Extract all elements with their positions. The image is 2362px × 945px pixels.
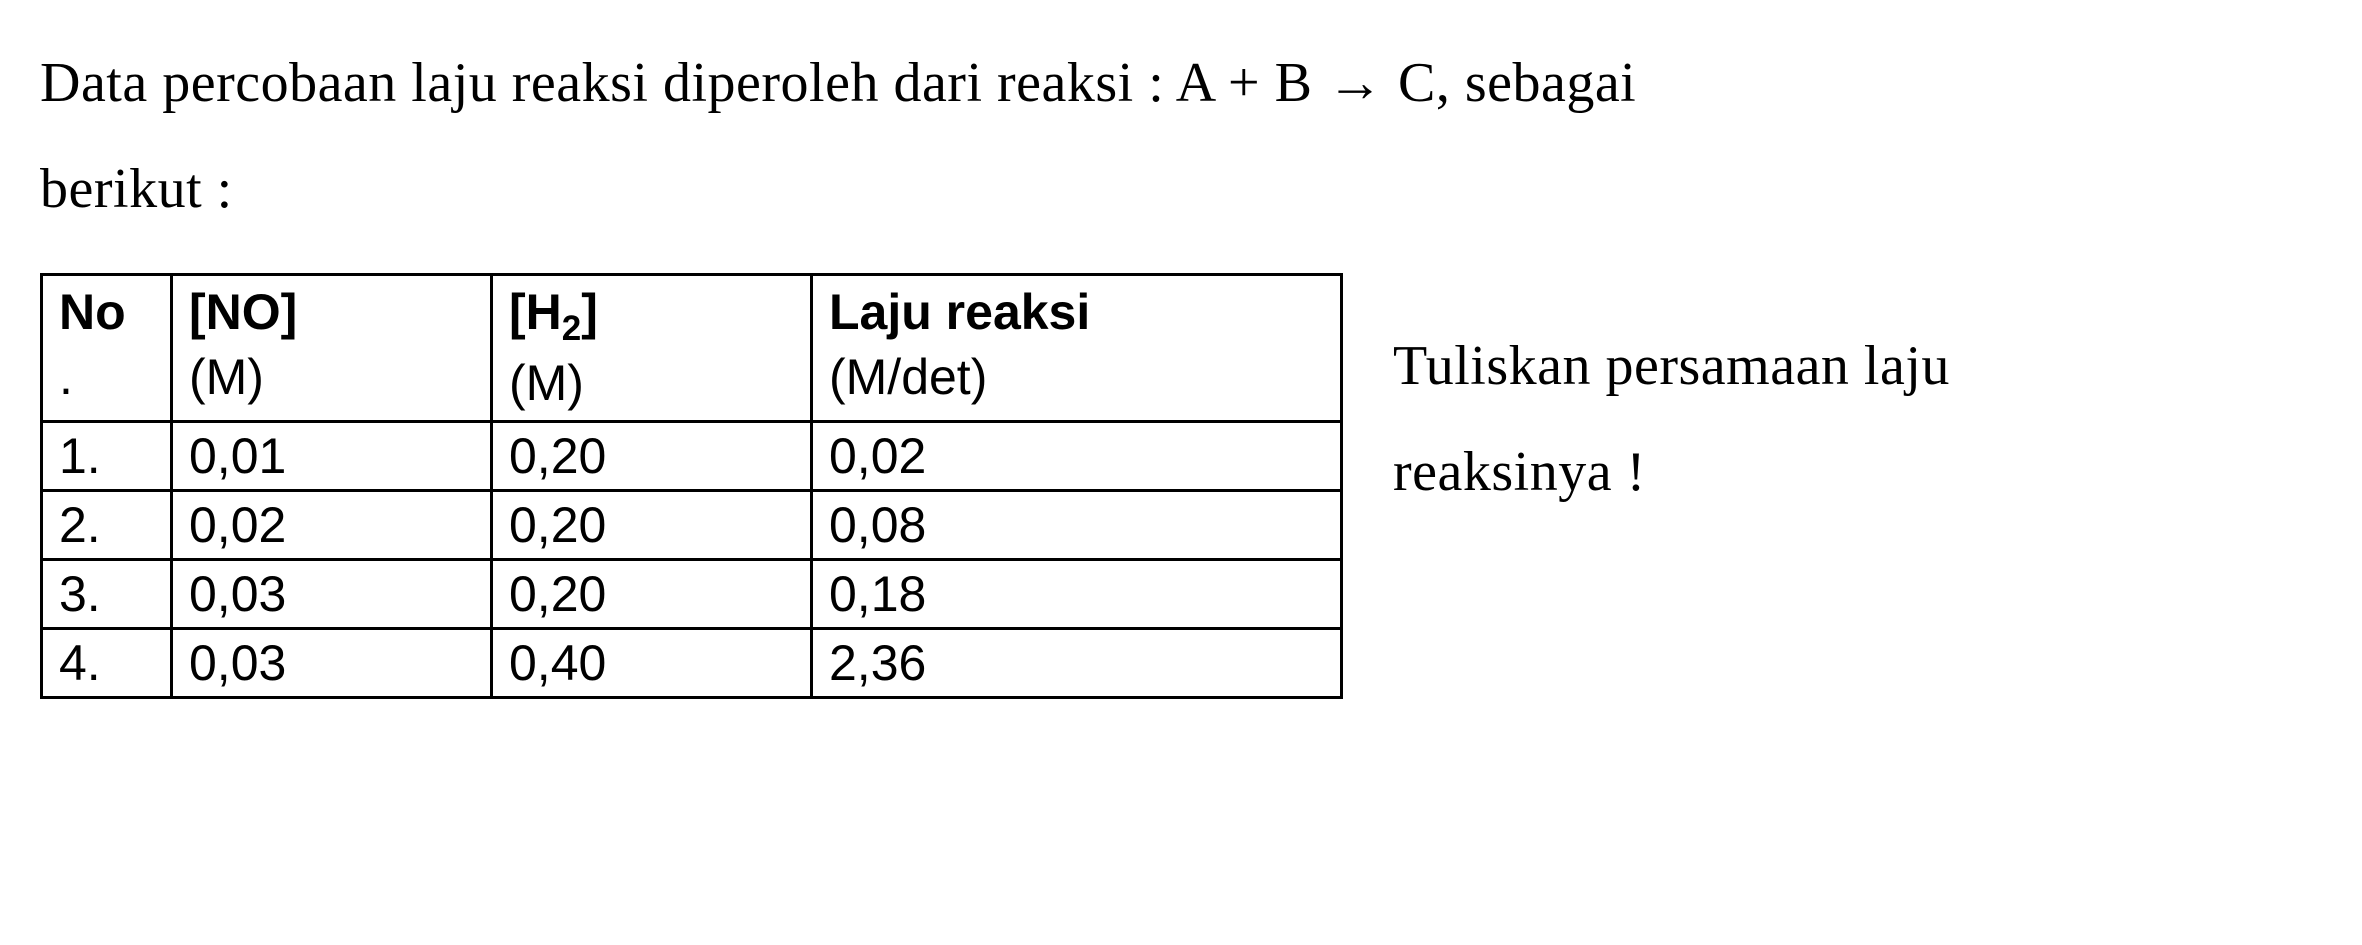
reaction-data-table: No . [NO] (M) [H2] (M) Laju reaksi (M/de… — [40, 273, 1343, 700]
table-header-row: No . [NO] (M) [H2] (M) Laju reaksi (M/de… — [42, 274, 1342, 422]
header-col1-unit: (M) — [189, 349, 264, 405]
cell-rate: 0,08 — [812, 491, 1342, 560]
cell-h2-conc: 0,20 — [492, 491, 812, 560]
cell-rate: 0,02 — [812, 422, 1342, 491]
intro-reaction: A + B → C, sebagai — [1176, 52, 1637, 114]
header-col3-unit: (M/det) — [829, 349, 987, 405]
header-h2-conc: [H2] (M) — [492, 274, 812, 422]
cell-no: 3. — [42, 560, 172, 629]
header-rate: Laju reaksi (M/det) — [812, 274, 1342, 422]
cell-no-conc: 0,01 — [172, 422, 492, 491]
header-col2-suffix: ] — [581, 284, 598, 340]
cell-no-conc: 0,03 — [172, 629, 492, 698]
side-line2: reaksinya ! — [1393, 441, 1646, 503]
cell-no: 1. — [42, 422, 172, 491]
cell-no: 2. — [42, 491, 172, 560]
header-no-line1: No — [59, 284, 126, 340]
header-no-line2: . — [59, 349, 73, 405]
cell-rate: 0,18 — [812, 560, 1342, 629]
side-line1: Tuliskan persamaan laju — [1393, 335, 1950, 397]
table-row: 1. 0,01 0,20 0,02 — [42, 422, 1342, 491]
content-row: No . [NO] (M) [H2] (M) Laju reaksi (M/de… — [40, 273, 2322, 700]
header-col2-prefix: [H — [509, 284, 562, 340]
cell-h2-conc: 0,20 — [492, 422, 812, 491]
side-instruction: Tuliskan persamaan laju reaksinya ! — [1393, 273, 1950, 526]
header-no: No . — [42, 274, 172, 422]
header-col2-unit: (M) — [509, 355, 584, 411]
intro-line2: berikut : — [40, 158, 233, 220]
header-col1-species: [NO] — [189, 284, 297, 340]
cell-h2-conc: 0,40 — [492, 629, 812, 698]
cell-no-conc: 0,02 — [172, 491, 492, 560]
header-no-conc: [NO] (M) — [172, 274, 492, 422]
intro-line1-prefix: Data percobaan laju reaksi diperoleh dar… — [40, 52, 1176, 114]
table-row: 4. 0,03 0,40 2,36 — [42, 629, 1342, 698]
cell-no-conc: 0,03 — [172, 560, 492, 629]
table-row: 3. 0,03 0,20 0,18 — [42, 560, 1342, 629]
cell-h2-conc: 0,20 — [492, 560, 812, 629]
table-row: 2. 0,02 0,20 0,08 — [42, 491, 1342, 560]
header-col3-label: Laju reaksi — [829, 284, 1090, 340]
cell-no: 4. — [42, 629, 172, 698]
cell-rate: 2,36 — [812, 629, 1342, 698]
header-col2-sub: 2 — [562, 309, 581, 348]
intro-paragraph: Data percobaan laju reaksi diperoleh dar… — [40, 30, 2322, 243]
